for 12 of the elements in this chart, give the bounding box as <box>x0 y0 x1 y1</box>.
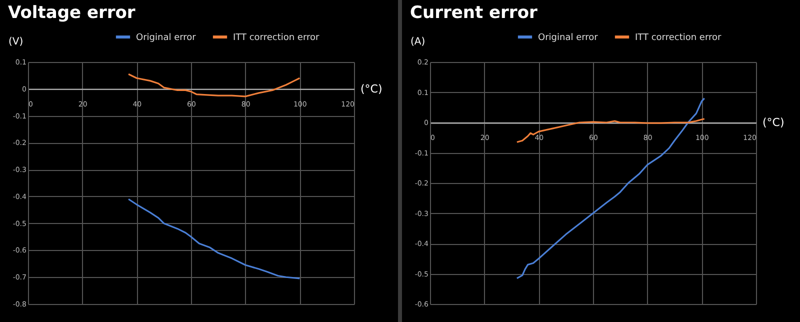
y-axis-title: (A) <box>410 36 426 48</box>
y-axis-title: (V) <box>8 36 24 48</box>
chart-title: Voltage error <box>8 3 136 23</box>
line-series <box>128 73 300 98</box>
line-series <box>128 198 300 280</box>
legend-label: Original error <box>538 33 598 43</box>
legend-label: Original error <box>136 33 196 43</box>
legend-label: ITT correction error <box>233 33 320 43</box>
chart-title: Current error <box>410 3 538 23</box>
x-axis-title: (°C) <box>762 116 784 129</box>
legend-label: ITT correction error <box>635 33 722 43</box>
x-axis-title: (°C) <box>360 82 382 96</box>
